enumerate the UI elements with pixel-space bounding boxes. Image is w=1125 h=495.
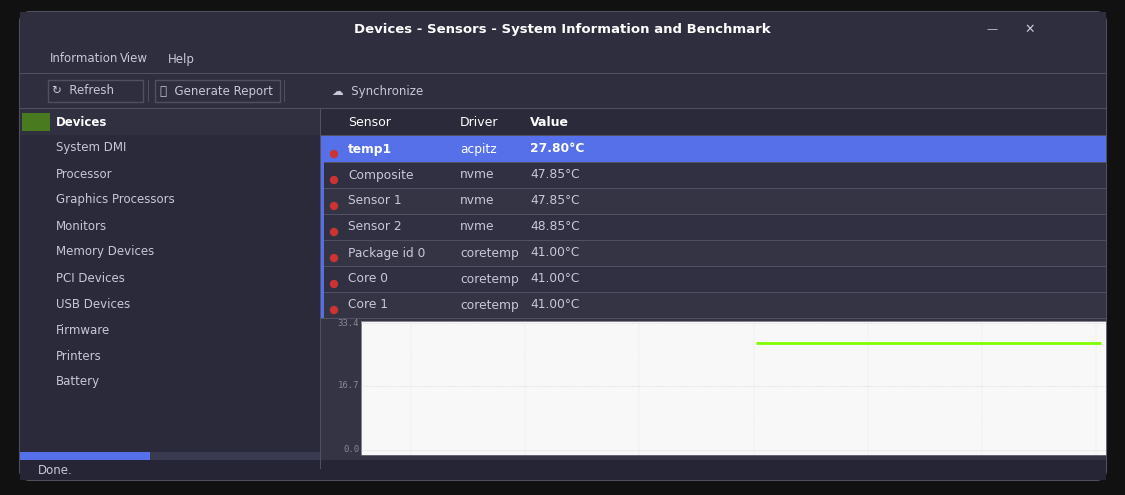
Text: Sensor: Sensor bbox=[348, 115, 390, 129]
Text: acpitz: acpitz bbox=[460, 143, 496, 155]
Text: —: — bbox=[987, 24, 998, 34]
Text: Devices - Sensors - System Information and Benchmark: Devices - Sensors - System Information a… bbox=[353, 22, 771, 36]
Text: 48.85°C: 48.85°C bbox=[530, 220, 579, 234]
Text: 41.00°C: 41.00°C bbox=[530, 247, 579, 259]
Text: Help: Help bbox=[168, 52, 195, 65]
Text: PCI Devices: PCI Devices bbox=[56, 271, 125, 285]
Bar bbox=[321, 136, 324, 162]
Text: Printers: Printers bbox=[56, 349, 101, 362]
Text: 47.85°C: 47.85°C bbox=[530, 168, 579, 182]
Text: 41.00°C: 41.00°C bbox=[530, 273, 579, 286]
Bar bbox=[321, 292, 1106, 318]
Text: 47.85°C: 47.85°C bbox=[530, 195, 579, 207]
Text: USB Devices: USB Devices bbox=[56, 297, 130, 310]
Text: 0.0: 0.0 bbox=[343, 446, 359, 454]
Bar bbox=[321, 135, 1106, 136]
Text: 16.7: 16.7 bbox=[338, 382, 359, 391]
Text: View: View bbox=[120, 52, 148, 65]
Bar bbox=[321, 266, 324, 292]
Text: Composite: Composite bbox=[348, 168, 414, 182]
Bar bbox=[20, 38, 1106, 48]
Text: 33.4: 33.4 bbox=[338, 318, 359, 328]
Text: Core 1: Core 1 bbox=[348, 298, 388, 311]
Circle shape bbox=[331, 202, 338, 209]
Bar bbox=[321, 188, 1106, 214]
Text: temp1: temp1 bbox=[348, 143, 393, 155]
Text: Driver: Driver bbox=[460, 115, 498, 129]
Bar bbox=[321, 188, 1106, 189]
Text: Sensor 1: Sensor 1 bbox=[348, 195, 402, 207]
Bar bbox=[20, 74, 1106, 108]
Bar bbox=[361, 321, 1106, 455]
Bar bbox=[22, 113, 50, 131]
Circle shape bbox=[331, 150, 338, 157]
Bar bbox=[321, 240, 1106, 266]
Text: nvme: nvme bbox=[460, 220, 495, 234]
Bar bbox=[20, 452, 150, 460]
Text: Memory Devices: Memory Devices bbox=[56, 246, 154, 258]
Bar bbox=[321, 109, 1106, 469]
Text: Core 0: Core 0 bbox=[348, 273, 388, 286]
Text: Devices: Devices bbox=[56, 115, 107, 129]
Bar bbox=[20, 12, 1106, 45]
Bar bbox=[321, 214, 324, 240]
Text: ✕: ✕ bbox=[1025, 22, 1035, 36]
Text: 41.00°C: 41.00°C bbox=[530, 298, 579, 311]
Bar bbox=[321, 136, 1106, 162]
Bar bbox=[20, 73, 1106, 74]
Text: ☁  Synchronize: ☁ Synchronize bbox=[332, 85, 423, 98]
Bar bbox=[321, 292, 324, 318]
Text: Value: Value bbox=[530, 115, 569, 129]
Text: coretemp: coretemp bbox=[460, 298, 519, 311]
Text: Processor: Processor bbox=[56, 167, 112, 181]
Text: Firmware: Firmware bbox=[56, 324, 110, 337]
Bar bbox=[321, 318, 361, 455]
Text: nvme: nvme bbox=[460, 168, 495, 182]
Bar bbox=[361, 321, 1106, 455]
Circle shape bbox=[331, 306, 338, 313]
Bar bbox=[326, 80, 436, 102]
Bar bbox=[321, 266, 1106, 292]
Bar bbox=[321, 109, 1106, 135]
Bar bbox=[321, 240, 324, 266]
Circle shape bbox=[331, 177, 338, 184]
Text: coretemp: coretemp bbox=[460, 247, 519, 259]
Circle shape bbox=[331, 229, 338, 236]
Text: nvme: nvme bbox=[460, 195, 495, 207]
Text: Sensor 2: Sensor 2 bbox=[348, 220, 402, 234]
Bar bbox=[321, 240, 1106, 241]
Bar bbox=[321, 292, 1106, 293]
Bar bbox=[321, 162, 324, 188]
Text: 📋  Generate Report: 📋 Generate Report bbox=[160, 85, 273, 98]
Text: Done.: Done. bbox=[38, 463, 73, 477]
Text: Graphics Processors: Graphics Processors bbox=[56, 194, 174, 206]
Bar bbox=[20, 109, 319, 135]
Bar bbox=[20, 452, 319, 460]
Bar bbox=[321, 188, 324, 214]
Bar bbox=[20, 109, 319, 469]
Bar bbox=[155, 80, 280, 102]
Text: 27.80°C: 27.80°C bbox=[530, 143, 584, 155]
Bar bbox=[20, 108, 1106, 109]
Text: Package id 0: Package id 0 bbox=[348, 247, 425, 259]
Text: ↻  Refresh: ↻ Refresh bbox=[52, 85, 114, 98]
Bar bbox=[48, 80, 143, 102]
FancyBboxPatch shape bbox=[20, 12, 1106, 480]
Text: Battery: Battery bbox=[56, 376, 100, 389]
Bar bbox=[321, 162, 1106, 188]
Text: System DMI: System DMI bbox=[56, 142, 126, 154]
Bar bbox=[20, 45, 1106, 73]
Circle shape bbox=[331, 254, 338, 261]
Text: Information: Information bbox=[50, 52, 118, 65]
Circle shape bbox=[331, 281, 338, 288]
Text: Monitors: Monitors bbox=[56, 219, 107, 233]
Bar bbox=[20, 460, 1106, 480]
Bar bbox=[321, 214, 1106, 240]
Text: coretemp: coretemp bbox=[460, 273, 519, 286]
